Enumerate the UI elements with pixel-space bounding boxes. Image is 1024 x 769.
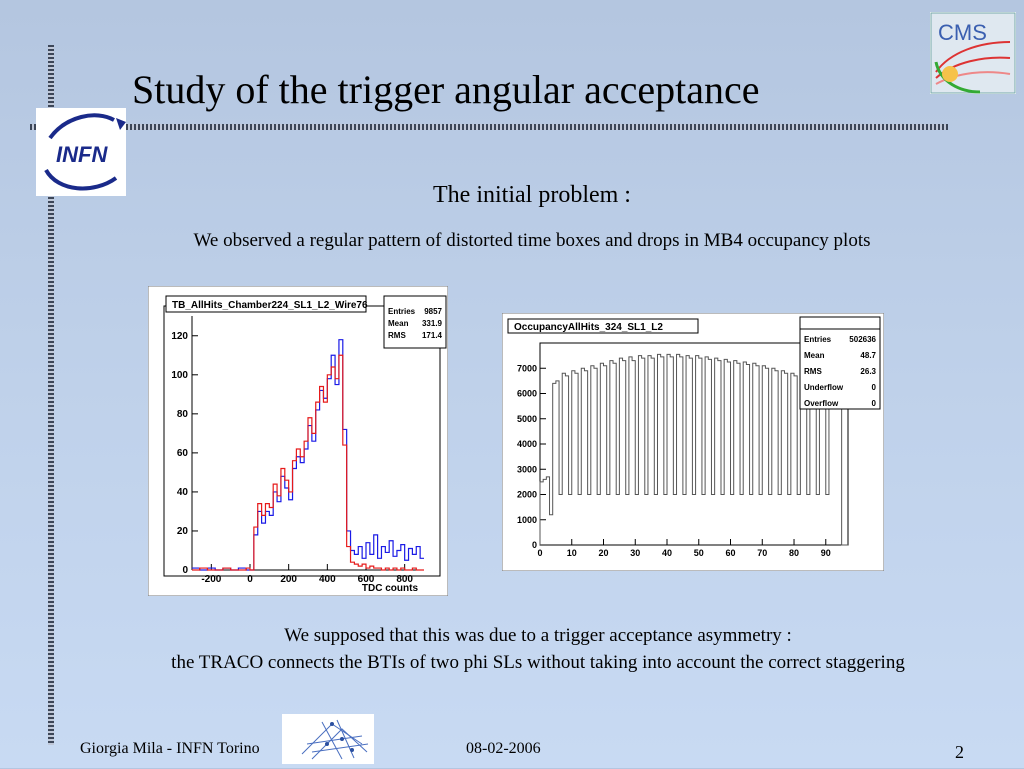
hist2-stat-value: 48.7	[860, 351, 876, 360]
problem-description: We observed a regular pattern of distort…	[193, 230, 871, 251]
hist1-ytick-label: 100	[171, 370, 188, 381]
hist1-stat-value: 331.9	[422, 319, 443, 328]
hist2-xtick-label: 20	[598, 548, 608, 558]
histogram-2-title: OccupancyAllHits_324_SL1_L2	[514, 322, 663, 333]
hist2-stat-label: Mean	[804, 351, 825, 360]
hist1-ytick-label: 120	[171, 331, 188, 342]
hist2-stat-value: 0	[872, 383, 877, 392]
hist2-xtick-label: 90	[821, 548, 831, 558]
hist2-ytick-label: 6000	[517, 389, 537, 399]
page-number: 2	[955, 742, 964, 762]
hypothesis-line-2: the TRACO connects the BTIs of two phi S…	[171, 652, 905, 673]
hist2-stat-value: 502636	[849, 335, 876, 344]
hist1-ytick-label: 20	[177, 526, 189, 537]
time-box-histogram: TB_AllHits_Chamber224_SL1_L2_Wire76 0 20 4…	[148, 286, 448, 596]
hist2-xtick-label: 80	[789, 548, 799, 558]
hist2-ytick-label: 2000	[517, 490, 537, 500]
hist2-ytick-label: 4000	[517, 439, 537, 449]
hist2-xtick-label: 0	[537, 548, 542, 558]
hist1-xtick-label: -200	[201, 574, 221, 585]
hist2-ytick-label: 3000	[517, 464, 537, 474]
hist1-stat-label: Mean	[388, 319, 409, 328]
hist2-xtick-label: 70	[757, 548, 767, 558]
hist1-stats-box	[383, 295, 447, 349]
cms-logo-text: CMS	[938, 20, 987, 45]
hist1-stat-value: 9857	[424, 307, 442, 316]
footer-date: 08-02-2006	[466, 740, 541, 757]
grid-logo	[282, 714, 374, 764]
cms-logo: CMS	[930, 12, 1016, 94]
hist2-stat-value: 26.3	[860, 367, 876, 376]
vertical-border	[48, 45, 54, 745]
hist1-xtick-label: 200	[280, 574, 297, 585]
hist1-series-2	[192, 354, 424, 571]
hist2-ytick-label: 0	[532, 540, 537, 550]
hypothesis-line-1: We supposed that this was due to a trigg…	[284, 625, 792, 646]
hist2-xtick-label: 30	[630, 548, 640, 558]
hist2-xtick-label: 50	[694, 548, 704, 558]
hist2-series	[539, 353, 848, 546]
hist2-stat-label: Underflow	[804, 383, 844, 392]
title-underline	[30, 124, 948, 130]
infn-logo-text: INFN	[56, 142, 108, 167]
hist1-ytick-label: 0	[182, 565, 188, 576]
hist1-stat-label: RMS	[388, 331, 406, 340]
hist2-xtick-label: 60	[726, 548, 736, 558]
hist2-stats-box	[799, 316, 881, 410]
hist2-ytick-label: 5000	[517, 414, 537, 424]
hist1-ytick-label: 80	[177, 409, 189, 420]
hist1-ytick-label: 60	[177, 448, 189, 459]
hist2-stat-label: Overflow	[804, 399, 839, 408]
footer-author: Giorgia Mila - INFN Torino	[80, 740, 260, 757]
hist1-xtick-label: 0	[247, 574, 253, 585]
histogram-1-title: TB_AllHits_Chamber224_SL1_L2_Wire76	[172, 300, 368, 311]
slide-title: Study of the trigger angular acceptance	[132, 67, 760, 112]
hist1-ytick-label: 40	[177, 487, 189, 498]
infn-logo: INFN	[36, 108, 126, 196]
hist2-stat-label: Entries	[804, 335, 832, 344]
hist2-ytick-label: 7000	[517, 363, 537, 373]
occupancy-histogram: OccupancyAllHits_324_SL1_L2 010002000300…	[502, 313, 884, 571]
hist2-stat-label: RMS	[804, 367, 822, 376]
hist2-stat-value: 0	[872, 399, 877, 408]
hist1-stat-value: 171.4	[422, 331, 443, 340]
section-subtitle: The initial problem :	[433, 182, 631, 208]
hist2-xtick-label: 40	[662, 548, 672, 558]
hist2-xtick-label: 10	[567, 548, 577, 558]
histogram-1-xlabel: TDC counts	[362, 583, 419, 594]
hist1-xtick-label: 600	[358, 574, 375, 585]
hist1-stat-label: Entries	[388, 307, 416, 316]
hist2-ytick-label: 1000	[517, 515, 537, 525]
hist1-xtick-label: 400	[319, 574, 336, 585]
hist1-xtick-label: 800	[396, 574, 413, 585]
